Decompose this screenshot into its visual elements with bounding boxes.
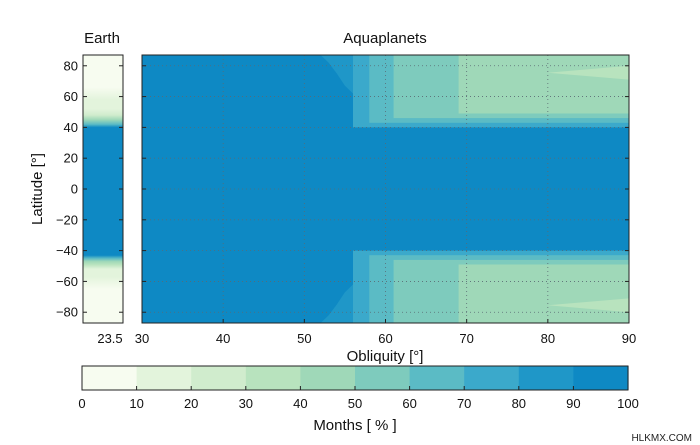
y-tick-label: 80 — [64, 58, 78, 73]
colorbar-tick-label: 70 — [457, 396, 471, 411]
colorbar-cell — [464, 366, 520, 390]
x-tick-label: 40 — [216, 331, 230, 346]
watermark: HLKMX.COM — [631, 433, 692, 444]
colorbar-cell — [518, 366, 574, 390]
colorbar-cell — [300, 366, 356, 390]
colorbar: 0 10 20 30 40 50 60 70 80 90 100 Months [ % ] — [78, 365, 639, 434]
aquaplanets-x-ticks: 30 40 50 60 70 80 90 — [135, 65, 636, 346]
colorbar-tick-label: 90 — [566, 396, 580, 411]
y-tick-label: −60 — [56, 274, 78, 289]
y-tick-label: 20 — [64, 151, 78, 166]
contour-region-30-north — [547, 65, 629, 80]
colorbar-cell — [245, 366, 301, 390]
contour-region-40-north — [458, 55, 629, 114]
colorbar-tick-label: 50 — [348, 396, 362, 411]
x-tick-label: 30 — [135, 331, 149, 346]
aquaplanets-grid — [142, 55, 629, 323]
aquaplanets-panel: Aquaplanets 30 40 50 60 70 80 90 Obliquity [°] — [135, 30, 636, 365]
colorbar-tick-label: 20 — [184, 396, 198, 411]
colorbar-cell — [355, 366, 411, 390]
x-tick-label: 50 — [297, 331, 311, 346]
earth-heat-strip — [83, 55, 123, 323]
aquaplanets-title: Aquaplanets — [343, 30, 426, 47]
earth-x-tick: 23.5 — [97, 331, 122, 346]
x-tick-label: 90 — [622, 331, 636, 346]
colorbar-tick-label: 10 — [129, 396, 143, 411]
colorbar-cells — [82, 366, 629, 390]
x-tick-label: 60 — [378, 331, 392, 346]
x-tick-label: 80 — [541, 331, 555, 346]
y-tick-label: −20 — [56, 212, 78, 227]
y-tick-label: −80 — [56, 305, 78, 320]
y-tick-label: 0 — [71, 182, 78, 197]
colorbar-tick-label: 60 — [402, 396, 416, 411]
colorbar-cell — [573, 366, 629, 390]
earth-panel: Earth 80 60 40 20 0 −20 −40 −60 −80 23.5 Latitud… — [29, 30, 124, 346]
colorbar-tick-label: 30 — [239, 396, 253, 411]
colorbar-tick-label: 100 — [617, 396, 639, 411]
contour-region-40-south — [458, 264, 629, 323]
contour-region-30-south — [547, 298, 629, 313]
colorbar-label: Months [ % ] — [313, 417, 396, 434]
y-tick-label: 60 — [64, 89, 78, 104]
earth-y-ticks: 80 60 40 20 0 −20 −40 −60 −80 — [56, 58, 123, 320]
colorbar-tick-label: 40 — [293, 396, 307, 411]
x-tick-label: 70 — [459, 331, 473, 346]
colorbar-cell — [191, 366, 247, 390]
colorbar-cell — [82, 366, 138, 390]
y-tick-label: 40 — [64, 120, 78, 135]
colorbar-tick-label: 0 — [78, 396, 85, 411]
colorbar-tick-label: 80 — [512, 396, 526, 411]
earth-title: Earth — [84, 30, 120, 47]
y-tick-label: −40 — [56, 243, 78, 258]
x-axis-label: Obliquity [°] — [347, 348, 424, 365]
colorbar-cell — [409, 366, 465, 390]
colorbar-ticks: 0 10 20 30 40 50 60 70 80 90 100 — [78, 386, 639, 411]
y-axis-label: Latitude [°] — [29, 153, 46, 225]
colorbar-cell — [136, 366, 192, 390]
